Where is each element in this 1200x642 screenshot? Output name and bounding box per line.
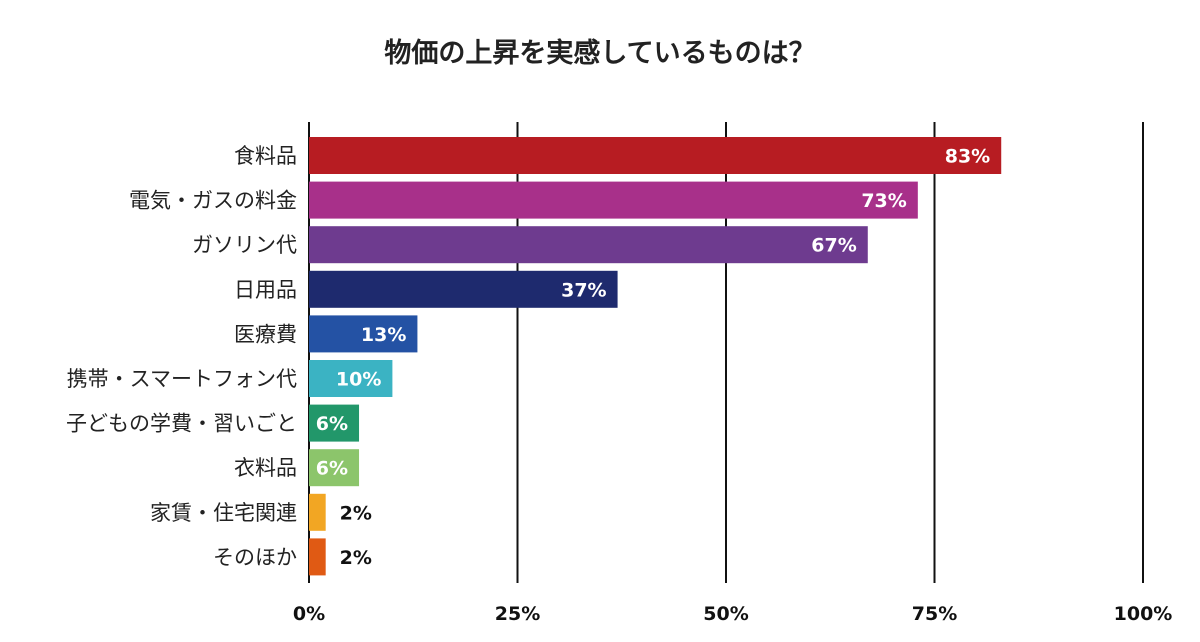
category-label: 電気・ガスの料金 xyxy=(129,189,297,213)
bar xyxy=(309,493,326,531)
category-label: 携帯・スマートフォン代 xyxy=(67,367,297,391)
bar xyxy=(309,137,1002,174)
x-tick-label: 50% xyxy=(703,603,748,625)
value-label: 10% xyxy=(336,369,381,391)
category-label: 日用品 xyxy=(234,278,297,302)
value-label: 13% xyxy=(361,324,406,346)
x-tick-label: 25% xyxy=(495,603,540,625)
x-tick-label: 100% xyxy=(1114,603,1173,625)
bar xyxy=(309,404,360,442)
category-label: 子どもの学費・習いごと xyxy=(66,412,297,436)
value-label: 67% xyxy=(811,235,856,257)
bars: 食料品 83% 電気・ガスの料金 73% ガソリン代 67% 日用品 37% 医療費 13% 携帯・… xyxy=(66,137,1002,576)
chart-title: 物価の上昇を実感しているものは？ xyxy=(384,37,815,69)
value-label: 2% xyxy=(340,502,372,524)
value-label: 73% xyxy=(861,190,906,212)
category-label: ガソリン代 xyxy=(192,233,297,257)
bar xyxy=(309,315,418,353)
value-label: 37% xyxy=(561,279,606,301)
category-label: 医療費 xyxy=(234,322,297,346)
category-label: 家賃・住宅関連 xyxy=(150,501,297,525)
value-label: 6% xyxy=(316,458,348,480)
x-tick-label: 75% xyxy=(912,603,957,625)
category-label: 衣料品 xyxy=(234,456,297,480)
bar xyxy=(309,270,618,308)
bar xyxy=(309,360,393,397)
bar xyxy=(309,226,868,264)
category-label: 食料品 xyxy=(234,144,297,168)
category-label: そのほか xyxy=(213,545,297,569)
value-label: 83% xyxy=(945,146,990,168)
bar xyxy=(309,181,918,219)
bar xyxy=(309,538,326,576)
bar xyxy=(309,449,360,487)
value-label: 6% xyxy=(316,413,348,435)
x-axis: 0% 25% 50% 75% 100% xyxy=(293,603,1172,625)
x-tick-label: 0% xyxy=(293,603,325,625)
value-label: 2% xyxy=(340,547,372,569)
